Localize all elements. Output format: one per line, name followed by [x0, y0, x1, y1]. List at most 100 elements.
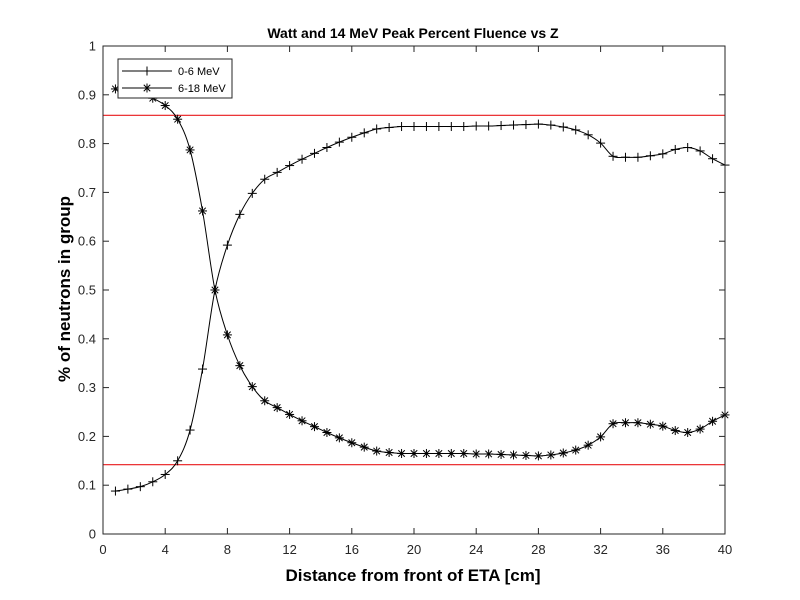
data-point: [620, 418, 630, 428]
x-tick-label: 8: [224, 542, 231, 557]
y-axis-label: % of neutrons in group: [55, 196, 74, 382]
legend-label: 6-18 MeV: [178, 83, 226, 95]
data-point: [272, 167, 282, 177]
y-axis: 0 0.1 0.2 0.3 0.4 0.5 0.6 0.7 0.8 0.9 1: [78, 39, 725, 542]
data-point: [496, 121, 506, 131]
data-point: [397, 122, 407, 132]
data-point: [285, 161, 295, 171]
data-point: [198, 364, 208, 374]
data-point: [198, 206, 208, 216]
data-point: [670, 426, 680, 436]
data-point: [247, 188, 257, 198]
data-point: [521, 120, 531, 130]
data-point: [459, 448, 469, 458]
y-tick-label: 0.1: [78, 478, 96, 493]
data-point: [185, 145, 195, 155]
data-point: [235, 361, 245, 371]
data-point: [185, 425, 195, 435]
reference-lines: [103, 114, 725, 466]
data-point: [558, 122, 568, 132]
data-point: [409, 122, 419, 132]
legend-marker: [142, 83, 152, 93]
x-tick-label: 28: [531, 542, 545, 557]
data-point: [583, 440, 593, 450]
data-point: [446, 122, 456, 132]
x-tick-label: 20: [407, 542, 421, 557]
data-point: [670, 144, 680, 154]
data-point: [309, 148, 319, 158]
y-tick-label: 0.4: [78, 331, 96, 346]
data-point: [272, 403, 282, 413]
data-point: [160, 469, 170, 479]
data-point: [509, 450, 519, 460]
data-point: [434, 122, 444, 132]
x-tick-label: 36: [656, 542, 670, 557]
data-point: [695, 424, 705, 434]
data-point: [683, 427, 693, 437]
data-point: [471, 449, 481, 459]
data-point: [123, 484, 133, 494]
data-point: [645, 151, 655, 161]
data-point: [620, 152, 630, 162]
data-point: [608, 151, 618, 161]
data-point: [484, 449, 494, 459]
data-point: [297, 416, 307, 426]
data-point: [521, 450, 531, 460]
data-point: [222, 240, 232, 250]
x-tick-label: 32: [593, 542, 607, 557]
data-point: [434, 448, 444, 458]
series-layer: [110, 84, 730, 496]
data-point: [571, 125, 581, 135]
data-point: [421, 122, 431, 132]
x-tick-label: 16: [345, 542, 359, 557]
y-tick-label: 0.3: [78, 380, 96, 395]
legend-box: [117, 58, 233, 99]
data-point: [397, 448, 407, 458]
x-axis-label: Distance from front of ETA [cm]: [285, 566, 540, 585]
legend-marker: [142, 66, 152, 76]
data-point: [110, 486, 120, 496]
data-point: [546, 120, 556, 130]
data-point: [334, 137, 344, 147]
x-tick-label: 40: [718, 542, 732, 557]
data-point: [509, 120, 519, 130]
plot-area: [103, 46, 725, 534]
x-tick-label: 12: [282, 542, 296, 557]
data-point: [683, 143, 693, 153]
data-point: [247, 382, 257, 392]
legend: 0-6 MeV 6-18 MeV: [117, 58, 233, 99]
y-tick-label: 0.9: [78, 87, 96, 102]
data-point: [235, 209, 245, 219]
data-point: [708, 154, 718, 164]
y-tick-label: 0.8: [78, 136, 96, 151]
data-point: [633, 152, 643, 162]
y-tick-label: 1: [89, 39, 96, 54]
data-point: [347, 132, 357, 142]
x-axis: 0 4 8 12 16 20 24 28 32 36 40: [99, 46, 732, 557]
data-point: [260, 396, 270, 406]
data-point: [322, 427, 332, 437]
data-point: [446, 448, 456, 458]
x-tick-label: 0: [99, 542, 106, 557]
data-point: [533, 119, 543, 129]
data-point: [708, 416, 718, 426]
y-tick-label: 0.6: [78, 234, 96, 249]
data-point: [695, 146, 705, 156]
data-point: [222, 330, 232, 340]
data-point: [546, 450, 556, 460]
data-point: [484, 121, 494, 131]
y-tick-label: 0.2: [78, 429, 96, 444]
data-point: [334, 433, 344, 443]
data-point: [322, 143, 332, 153]
data-point: [384, 448, 394, 458]
data-point: [135, 482, 145, 492]
data-point: [596, 138, 606, 148]
data-point: [210, 285, 220, 295]
legend-entry: 0-6 MeV: [122, 66, 220, 78]
data-point: [633, 418, 643, 428]
legend-entry: 6-18 MeV: [122, 83, 226, 95]
data-point: [297, 154, 307, 164]
data-point: [260, 174, 270, 184]
data-point: [596, 432, 606, 442]
y-tick-label: 0.7: [78, 185, 96, 200]
